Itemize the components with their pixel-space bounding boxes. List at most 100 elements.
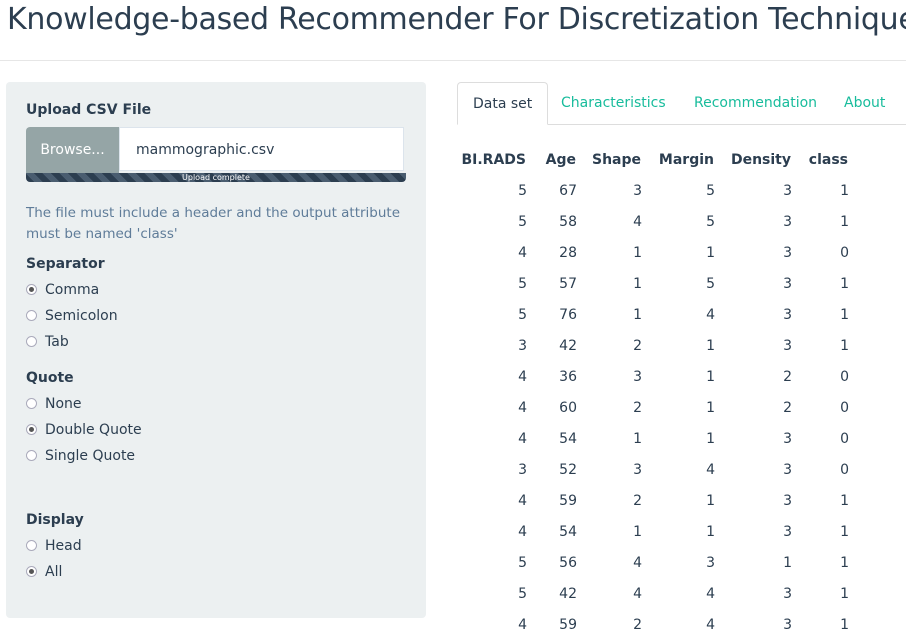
table-cell: 1 — [633, 431, 642, 447]
table-cell: 5 — [706, 276, 715, 292]
column-header: Density — [730, 152, 791, 168]
table-cell: 58 — [559, 214, 577, 230]
table-cell: 4 — [706, 617, 715, 633]
table-cell: 1 — [706, 493, 715, 509]
column-header: Age — [545, 152, 576, 168]
table-cell: 1 — [633, 524, 642, 540]
table-cell: 1 — [706, 369, 715, 385]
radio-option[interactable]: Comma — [26, 282, 99, 298]
column-header: Margin — [658, 152, 714, 168]
table-cell: 4 — [518, 524, 527, 540]
radio-option[interactable]: Single Quote — [26, 448, 135, 464]
group-label: Quote — [26, 370, 74, 386]
radio-button[interactable] — [26, 540, 37, 551]
radio-option[interactable]: All — [26, 564, 62, 580]
table-cell: 1 — [840, 307, 849, 323]
table-cell: 1 — [783, 555, 792, 571]
table-cell: 57 — [559, 276, 577, 292]
table-cell: 59 — [559, 617, 577, 633]
radio-option[interactable]: None — [26, 396, 82, 412]
page-title: Knowledge-based Recommender For Discreti… — [7, 2, 906, 37]
table-cell: 5 — [518, 555, 527, 571]
table-cell: 5 — [706, 183, 715, 199]
option-label[interactable]: Single Quote — [45, 448, 136, 464]
help-text: The file must include a header and the o… — [26, 205, 401, 242]
table-cell: 5 — [518, 183, 527, 199]
table-cell: 4 — [518, 369, 527, 385]
radio-button[interactable] — [26, 336, 37, 347]
radio-button[interactable] — [26, 398, 37, 409]
tab-border — [457, 124, 906, 125]
table-cell: 3 — [783, 245, 792, 261]
table-cell: 3 — [783, 183, 792, 199]
tab[interactable]: Characteristics — [561, 95, 666, 111]
table-cell: 1 — [840, 276, 849, 292]
table-cell: 3 — [706, 555, 715, 571]
table-cell: 4 — [706, 462, 715, 478]
radio-option[interactable]: Semicolon — [26, 308, 118, 324]
table-cell: 60 — [559, 400, 577, 416]
option-label[interactable]: Semicolon — [45, 308, 118, 324]
tab[interactable]: About — [844, 95, 886, 111]
table-cell: 2 — [633, 400, 642, 416]
upload-progress: Upload complete — [26, 173, 406, 182]
radio-option[interactable]: Double Quote — [26, 422, 142, 438]
table-cell: 1 — [633, 307, 642, 323]
table-cell: 3 — [783, 214, 792, 230]
radio-button[interactable] — [26, 284, 37, 295]
table-cell: 4 — [633, 214, 642, 230]
option-label[interactable]: Head — [45, 538, 82, 554]
radio-option[interactable]: Head — [26, 538, 82, 554]
table-cell: 5 — [518, 214, 527, 230]
table-cell: 4 — [518, 400, 527, 416]
column-header: Shape — [591, 152, 641, 168]
table-cell: 1 — [840, 524, 849, 540]
radio-button[interactable] — [26, 424, 37, 435]
table-cell: 3 — [783, 276, 792, 292]
table-cell: 3 — [783, 617, 792, 633]
group-label: Separator — [26, 256, 105, 272]
table-cell: 2 — [633, 338, 642, 354]
table-cell: 4 — [518, 245, 527, 261]
tab[interactable]: Data set — [457, 82, 549, 125]
upload-label: Upload CSV File — [26, 102, 152, 118]
table-cell: 3 — [783, 493, 792, 509]
file-name[interactable]: mammographic.csv — [119, 127, 404, 171]
table-cell: 3 — [518, 462, 527, 478]
table-cell: 1 — [706, 400, 715, 416]
radio-option[interactable]: Tab — [26, 334, 69, 350]
radio-button[interactable] — [26, 450, 37, 461]
table-cell: 1 — [840, 214, 849, 230]
tab[interactable]: Recommendation — [694, 95, 818, 111]
table-cell: 0 — [840, 462, 849, 478]
table-cell: 5 — [518, 586, 527, 602]
table-cell: 3 — [633, 369, 642, 385]
table-cell: 1 — [633, 276, 642, 292]
table-cell: 52 — [559, 462, 577, 478]
option-label[interactable]: All — [45, 564, 63, 580]
option-label[interactable]: Tab — [45, 334, 69, 350]
table-cell: 4 — [518, 617, 527, 633]
table-cell: 1 — [706, 245, 715, 261]
table-cell: 0 — [840, 369, 849, 385]
table-cell: 4 — [706, 586, 715, 602]
table-cell: 1 — [840, 586, 849, 602]
radio-button[interactable] — [26, 310, 37, 321]
option-label[interactable]: Comma — [45, 282, 100, 298]
table-cell: 3 — [633, 462, 642, 478]
table-cell: 1 — [706, 431, 715, 447]
radio-button[interactable] — [26, 566, 37, 577]
table-cell: 1 — [706, 338, 715, 354]
table-cell: 2 — [633, 493, 642, 509]
table-cell: 2 — [783, 369, 792, 385]
table-cell: 3 — [633, 183, 642, 199]
browse-button[interactable]: Browse... — [26, 127, 119, 173]
table-cell: 3 — [783, 431, 792, 447]
table-cell: 1 — [840, 338, 849, 354]
option-label[interactable]: None — [45, 396, 82, 412]
option-label[interactable]: Double Quote — [45, 422, 142, 438]
table-cell: 3 — [518, 338, 527, 354]
table-cell: 54 — [559, 524, 577, 540]
table-cell: 54 — [559, 431, 577, 447]
